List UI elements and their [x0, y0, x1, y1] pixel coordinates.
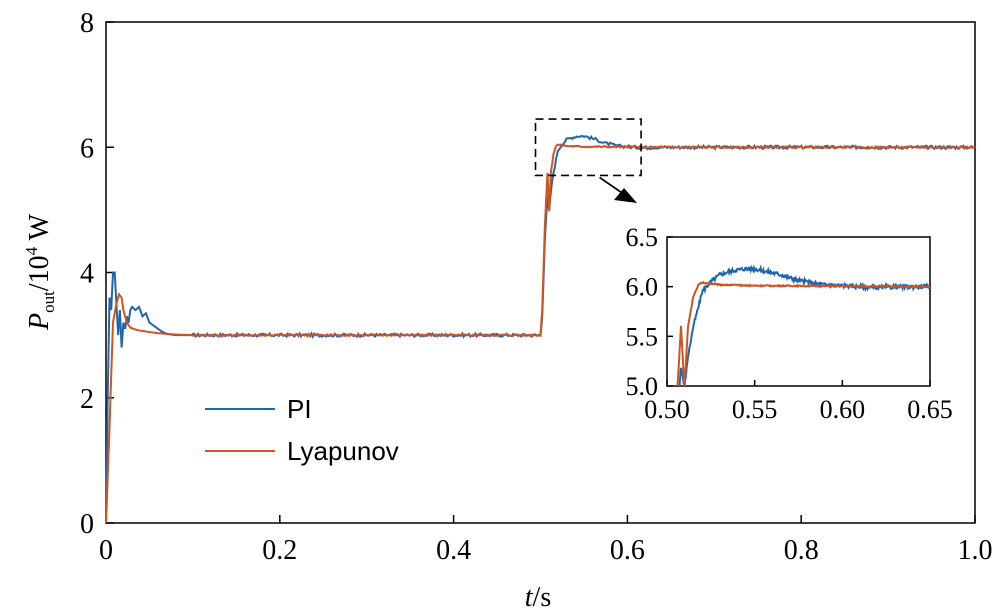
y-axis-title-unit: W	[24, 213, 55, 246]
inset-y-tick-label: 5.5	[626, 322, 659, 351]
y-tick-label: 8	[80, 8, 94, 39]
y-axis-title: Pout/104 W	[22, 213, 58, 331]
y-tick-label: 4	[80, 259, 94, 290]
x-tick-label: 0.2	[262, 535, 297, 566]
zoom-highlight-box	[534, 118, 642, 177]
inset-plot-frame	[666, 236, 931, 387]
x-tick-label: 0	[99, 535, 113, 566]
inset-plot: 0.50 0.55 0.60 0.65 5.0 5.5 6.0 6.5	[626, 223, 953, 424]
legend-label-pi: PI	[287, 394, 312, 424]
x-tick-label: 1.0	[958, 535, 993, 566]
x-axis-title-unit: /s	[533, 582, 552, 613]
inset-x-tick-label: 0.65	[907, 395, 953, 424]
y-axis-title-subscript: out	[39, 291, 58, 313]
y-tick-label: 6	[80, 133, 94, 164]
y-axis-title-rest: /10	[24, 255, 55, 291]
x-axis-title: t/s	[525, 582, 551, 613]
y-tick-label: 0	[80, 509, 94, 540]
inset-x-tick-label: 0.50	[644, 395, 690, 424]
main-plot: 0 0.2 0.4 0.6 0.8 1.0 0 2 4 6 8	[80, 8, 993, 566]
legend: PI Lyapunov	[205, 394, 399, 466]
inset-y-tick-label: 5.0	[626, 372, 659, 401]
y-axis-title-symbol: P	[24, 313, 55, 331]
inset-x-tick-label: 0.60	[820, 395, 866, 424]
inset-x-tick-label: 0.55	[732, 395, 778, 424]
inset-y-tick-label: 6.5	[626, 223, 659, 252]
x-tick-label: 0.6	[610, 535, 645, 566]
x-axis-title-symbol: t	[525, 582, 534, 613]
x-tick-label: 0.8	[784, 535, 819, 566]
legend-label-lyapunov: Lyapunov	[287, 436, 399, 466]
y-axis-title-superscript: 4	[22, 246, 41, 255]
inset-series-line-lyapunov	[676, 280, 930, 386]
x-tick-label: 0.4	[436, 535, 471, 566]
y-tick-label: 2	[80, 384, 94, 415]
axis-titles: t/s Pout/104 W	[22, 213, 551, 613]
zoom-arrow-head	[614, 188, 637, 203]
series-line-lyapunov	[105, 143, 976, 524]
inset-y-tick-label: 6.0	[626, 273, 659, 302]
